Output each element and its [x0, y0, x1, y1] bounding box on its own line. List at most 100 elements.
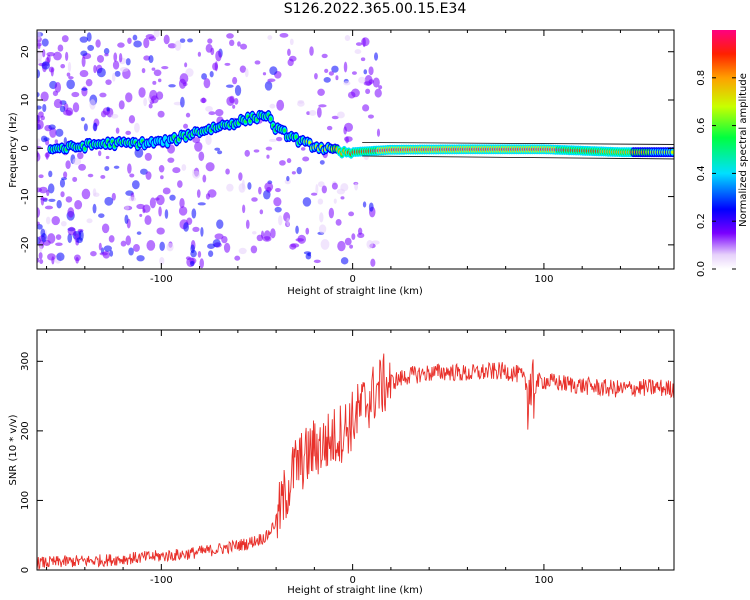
noise-blob	[374, 52, 379, 61]
snr-frame	[36, 329, 675, 571]
noise-blob	[141, 67, 146, 74]
noise-blob	[72, 176, 78, 182]
noise-blob	[87, 173, 94, 178]
noise-blob	[267, 35, 273, 41]
noise-blob	[291, 171, 296, 175]
noise-blob	[81, 56, 86, 68]
noise-blob	[378, 85, 383, 90]
noise-blob	[161, 66, 169, 70]
noise-blob	[197, 202, 206, 206]
noise-blob	[125, 92, 133, 103]
noise-blob	[205, 162, 215, 172]
noise-blob	[196, 189, 201, 198]
noise-blob	[181, 164, 187, 171]
noise-blob	[314, 72, 318, 80]
noise-blob	[232, 76, 238, 85]
noise-blob	[370, 258, 376, 267]
noise-blob	[133, 244, 140, 252]
noise-blob	[54, 139, 59, 144]
noise-blob	[274, 206, 282, 213]
noise-blob	[96, 67, 106, 78]
noise-blob	[331, 65, 339, 73]
noise-blob	[128, 247, 134, 256]
noise-blob	[37, 257, 40, 263]
noise-blob	[45, 152, 49, 160]
noise-blob	[215, 50, 222, 62]
noise-blob	[118, 100, 125, 110]
noise-blob	[286, 158, 292, 164]
noise-blob	[340, 257, 349, 265]
noise-blob	[37, 152, 41, 162]
noise-blob	[87, 44, 94, 52]
noise-blob	[225, 84, 234, 88]
noise-blob	[71, 91, 80, 98]
spectrogram-plot-area	[37, 30, 674, 269]
noise-blob	[189, 260, 195, 267]
noise-blob	[63, 171, 68, 179]
noise-blob	[240, 43, 248, 50]
noise-blob	[44, 205, 54, 210]
noise-blob	[278, 215, 283, 226]
noise-blob	[37, 207, 41, 218]
noise-blob	[146, 240, 156, 251]
noise-blob	[136, 255, 145, 262]
noise-blob	[178, 206, 188, 216]
noise-blob	[183, 222, 189, 232]
noise-blob	[355, 42, 363, 46]
noise-blob	[98, 213, 105, 218]
noise-blob	[145, 34, 155, 40]
noise-blob	[309, 46, 314, 56]
noise-blob	[66, 79, 75, 90]
noise-blob	[124, 205, 130, 210]
noise-blob	[185, 112, 191, 118]
colorbar	[712, 30, 736, 269]
noise-blob	[234, 255, 241, 261]
noise-blob	[340, 196, 345, 200]
noise-blob	[92, 122, 98, 132]
noise-blob	[297, 101, 305, 107]
noise-blob	[124, 214, 129, 224]
noise-blob	[362, 37, 366, 48]
colorbar-tick-label: 0.0	[696, 261, 707, 277]
noise-blob	[267, 78, 276, 82]
noise-blob	[163, 34, 170, 45]
noise-blob	[53, 98, 63, 109]
noise-blob	[42, 49, 46, 58]
noise-blob	[139, 213, 143, 217]
snr-series-line	[37, 353, 674, 570]
noise-blob	[131, 180, 140, 190]
noise-blob	[362, 201, 367, 208]
noise-blob	[51, 216, 60, 226]
noise-blob	[180, 96, 185, 108]
noise-blob	[112, 60, 120, 70]
noise-blob	[115, 127, 120, 134]
noise-blob	[40, 197, 48, 201]
noise-blob	[158, 206, 162, 217]
noise-blob	[351, 233, 356, 240]
noise-blob	[317, 198, 324, 205]
noise-blob	[187, 38, 193, 43]
noise-blob	[57, 44, 64, 52]
noise-blob	[287, 48, 291, 57]
noise-blob	[216, 219, 224, 229]
noise-blob	[167, 43, 177, 49]
noise-blob	[133, 40, 142, 48]
noise-blob	[76, 237, 83, 244]
noise-blob	[156, 194, 165, 206]
noise-blob	[95, 39, 101, 48]
noise-blob	[109, 250, 114, 257]
noise-blob	[52, 90, 59, 97]
noise-blob	[207, 38, 213, 44]
noise-blob	[331, 182, 338, 190]
noise-blob	[302, 197, 312, 207]
spectrogram-x-tick-label: 0	[349, 274, 355, 285]
noise-blob	[104, 53, 109, 57]
noise-blob	[47, 253, 56, 261]
noise-blob	[162, 187, 171, 195]
noise-blob	[365, 88, 371, 95]
noise-blob	[287, 58, 294, 67]
noise-blob	[253, 149, 260, 153]
noise-blob	[191, 208, 197, 219]
noise-blob	[152, 80, 157, 85]
noise-blob	[160, 175, 164, 180]
